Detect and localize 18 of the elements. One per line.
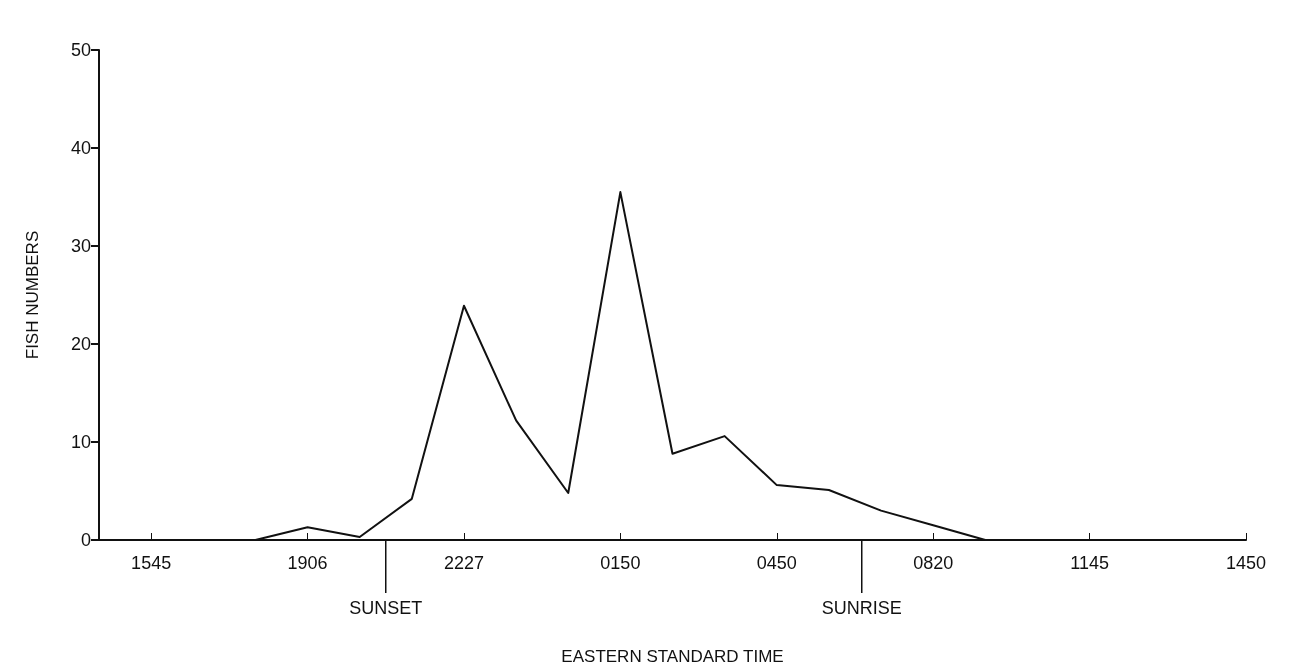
x-tick-label: 1450 (1225, 553, 1267, 573)
x-tick-label: 2227 (443, 553, 484, 573)
y-axis-title: FISH NUMBERS (23, 230, 42, 360)
x-tick-label: 1145 (1070, 553, 1109, 573)
x-tick-label: 1906 (287, 553, 328, 573)
y-tick-label: 0 (80, 530, 91, 550)
x-tick-label: 0820 (913, 553, 954, 573)
y-tick-label: 20 (70, 334, 91, 354)
y-tick-label: 40 (70, 138, 91, 158)
x-axis-title: EASTERN STANDARD TIME (561, 647, 784, 666)
x-tick-label: 0150 (600, 553, 641, 573)
y-tick-label: 30 (70, 236, 91, 256)
text: SUNRISE (821, 598, 902, 618)
x-tick-label: 0450 (756, 553, 797, 573)
text: SUNSET (349, 598, 423, 618)
y-tick-label: 50 (70, 40, 91, 60)
x-tick-label: 1545 (131, 553, 172, 573)
y-tick-label: 10 (70, 432, 91, 452)
